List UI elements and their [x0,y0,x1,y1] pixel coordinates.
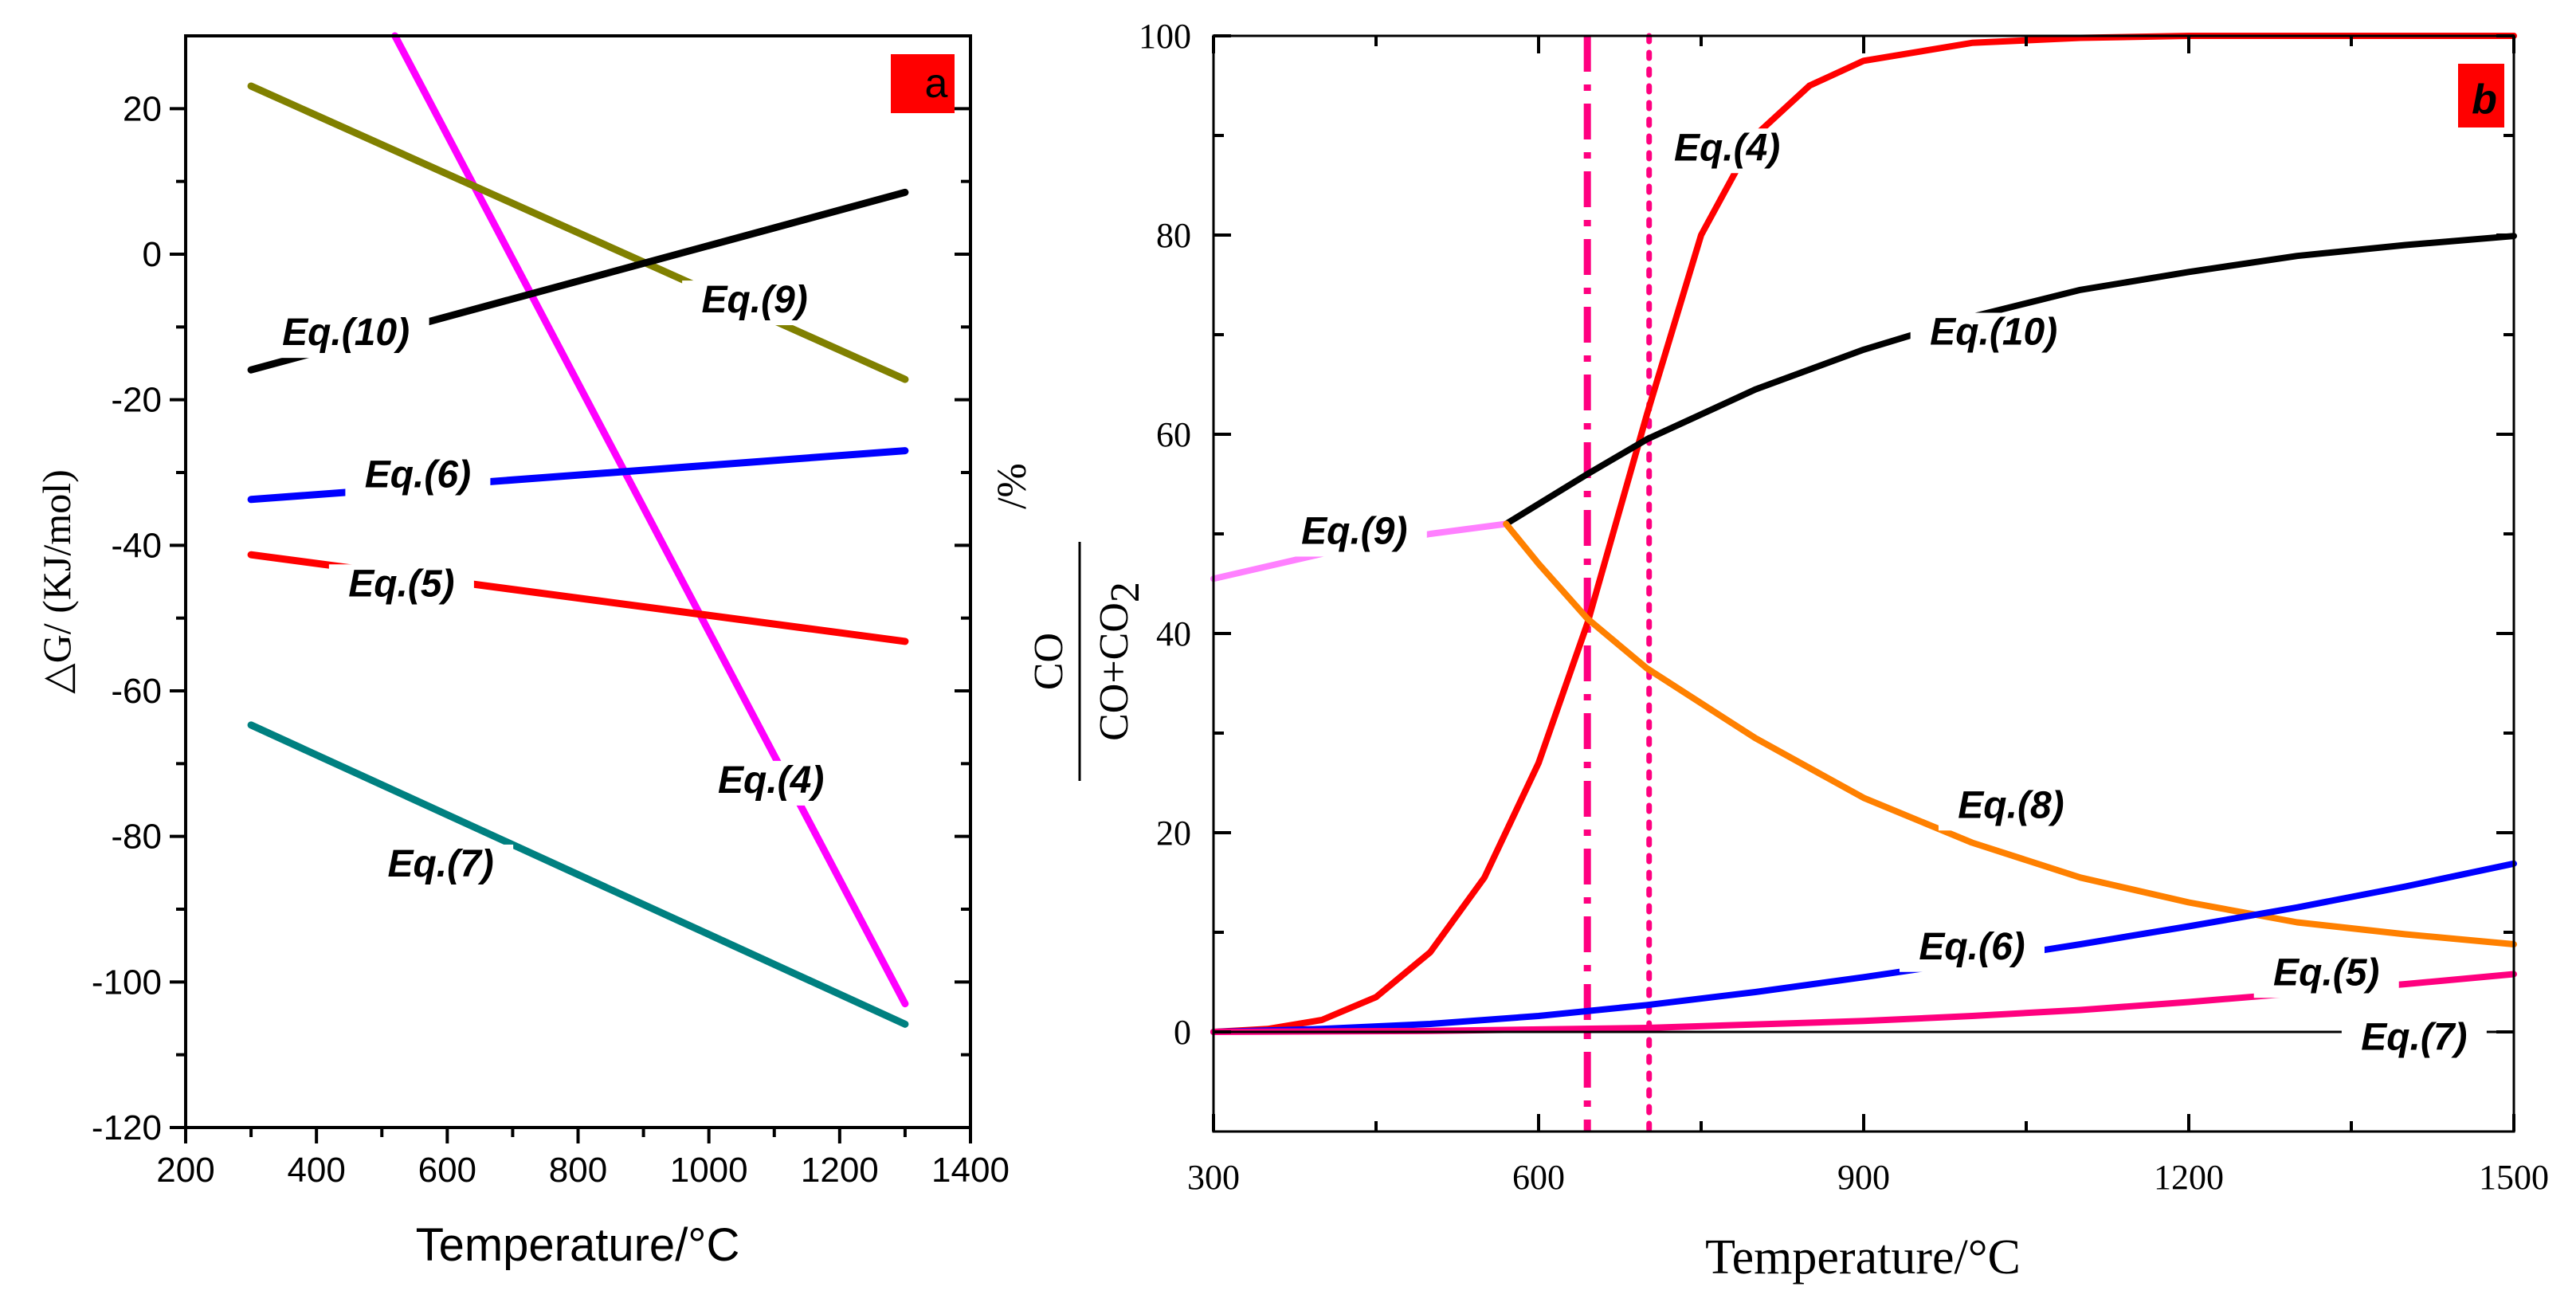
a-label-eq5: Eq.(5) [348,563,454,605]
panel-a-frame [184,34,972,1129]
a-label-bg-eq9 [682,280,828,326]
panel-a-series [247,32,909,1028]
a-y-tick-label: -20 [111,381,162,420]
b-label-bg-eq7 [2341,1018,2487,1063]
panel-a-labels: Eq.(10) Eq.(9) Eq.(6) Eq.(5) Eq.(4) Eq.(7) [262,279,844,889]
b-label-bg-eq10 [1910,312,2077,358]
a-x-tick-label: 1200 [801,1151,879,1190]
b-y-tick-label: 60 [1156,415,1191,454]
b-label-bg-eq5 [2253,953,2399,998]
b-y-tick-label: 80 [1156,216,1191,255]
a-y-tick-label: -80 [111,818,162,857]
panel-b: Eq.(4) Eq.(10) Eq.(9) Eq.(8) Eq.(6) Eq.(5) Eq.… [990,17,2549,1285]
b-label-eq8: Eq.(8) [1958,784,2064,826]
b-series-eq8 [1503,520,2517,947]
a-series-eq4 [391,32,909,1008]
a-y-tick-label: -100 [92,963,162,1002]
b-label-eq7: Eq.(7) [2361,1017,2467,1059]
b-label-eq9: Eq.(9) [1301,511,1407,553]
panel-a: Eq.(10) Eq.(9) Eq.(6) Eq.(5) Eq.(4) Eq.(7) 20… [34,32,1010,1271]
b-series-eq4 [1210,33,2517,1035]
b-x-tick-label: 1500 [2479,1158,2549,1197]
b-x-tick-label: 900 [1837,1158,1890,1197]
a-series-eq7 [247,721,909,1028]
a-label-bg-eq4 [698,760,844,806]
panel-b-reference-lines [1583,33,1653,1135]
a-x-tick-label: 800 [549,1151,607,1190]
a-label-bg-eq6 [345,455,491,500]
b-label-eq4: Eq.(4) [1674,127,1780,169]
panel-b-ticks: 300 600 900 1200 1500 0 20 40 60 80 100 [1139,17,2549,1197]
a-x-tick-label: 400 [287,1151,345,1190]
b-x-tick-label: 600 [1512,1158,1565,1197]
b-x-tick-label: 300 [1187,1158,1240,1197]
panel-b-badge-text: b [2472,76,2497,123]
a-label-eq10: Eq.(10) [282,312,410,354]
a-series-eq9 [247,82,909,383]
b-label-bg-eq4 [1654,128,1800,174]
panel-a-x-axis-label: Temperature/°C [416,1219,740,1271]
b-x-tick-label: 1200 [2154,1158,2224,1197]
b-label-bg-eq8 [1938,786,2084,831]
b-y-tick-label: 100 [1139,17,1191,56]
a-x-tick-label: 1400 [931,1151,1010,1190]
panel-b-y-label-numerator: CO [1026,633,1072,690]
b-series-eq6 [1210,860,2517,1035]
a-x-tick-label: 200 [156,1151,214,1190]
panel-b-y-axis-label: CO CO+CO2 /% [990,463,1148,781]
a-label-bg-eq5 [328,564,474,610]
b-label-bg-eq9 [1281,512,1427,557]
panel-b-x-axis-label: Temperature/°C [1705,1230,2021,1285]
a-label-eq9: Eq.(9) [701,279,807,321]
b-label-bg-eq6 [1900,927,2045,972]
a-label-bg-eq10 [262,313,429,359]
a-label-eq7: Eq.(7) [387,843,493,885]
b-label-eq10: Eq.(10) [1930,312,2057,354]
b-y-tick-label: 0 [1174,1013,1191,1052]
b-y-tick-label: 40 [1156,614,1191,653]
b-y-tick-label: 20 [1156,814,1191,853]
a-y-tick-label: -60 [111,672,162,711]
panel-a-badge [891,54,955,113]
a-label-eq6: Eq.(6) [365,453,471,496]
a-y-tick-label: 0 [143,235,162,274]
a-x-tick-label: 600 [418,1151,476,1190]
panel-a-ticks: 200 400 600 800 1000 1200 1400-120-100-80-60-4… [92,34,1010,1190]
panel-a-badge-text: a [925,61,948,107]
a-y-tick-label: -40 [111,526,162,565]
a-label-bg-eq7 [368,844,514,889]
panel-b-y-label-unit: /% [990,463,1035,509]
a-y-tick-label: -120 [92,1108,162,1147]
a-y-tick-label: 20 [123,89,162,128]
panel-b-labels: Eq.(4) Eq.(10) Eq.(9) Eq.(8) Eq.(6) Eq.(5) Eq.… [1281,127,2487,1063]
a-label-eq4: Eq.(4) [718,759,824,802]
panel-b-y-label-denominator: CO+CO2 [1092,582,1148,741]
a-x-tick-label: 1000 [670,1151,748,1190]
panel-a-y-axis-label: △G/ (KJ/mol) [34,469,79,694]
panel-b-badge [2458,64,2504,127]
b-label-eq6: Eq.(6) [1919,926,2025,968]
b-label-eq5: Eq.(5) [2273,951,2379,994]
